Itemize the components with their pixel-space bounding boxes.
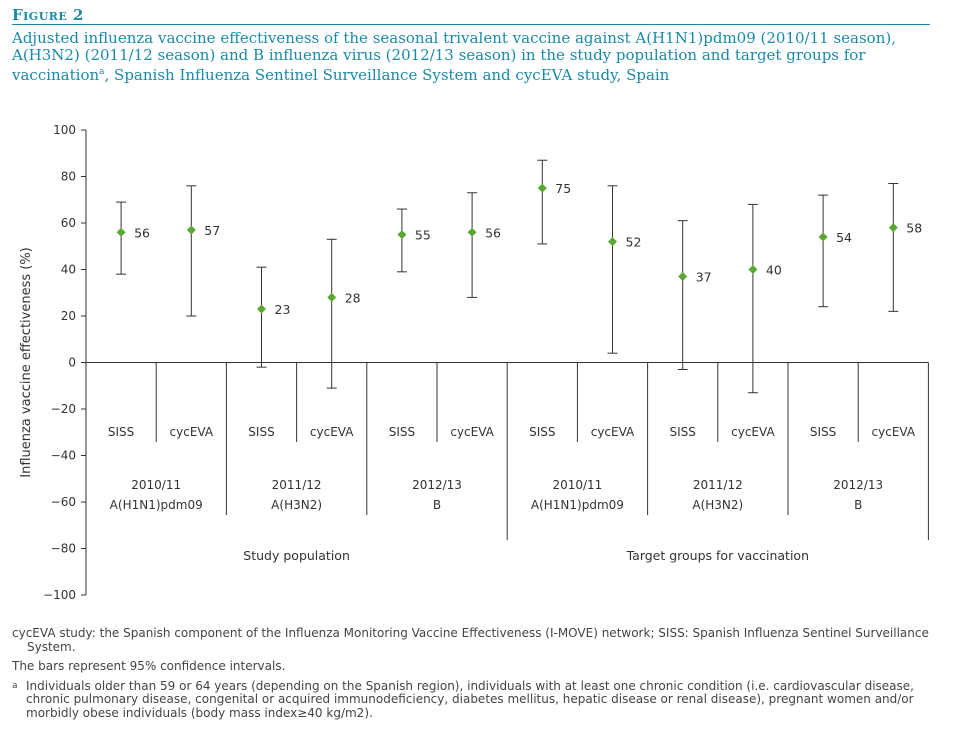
study-label: cycEVA [310, 425, 354, 439]
data-label: 37 [696, 269, 712, 284]
season-label: 2010/11 [552, 478, 602, 492]
title-tail: , Spanish Influenza Sentinel Surveillanc… [104, 66, 670, 84]
point-marker [257, 304, 266, 314]
virus-label: B [854, 498, 862, 512]
study-label: cycEVA [591, 425, 635, 439]
study-label: cycEVA [170, 425, 214, 439]
title-main: Adjusted influenza vaccine effectiveness… [12, 29, 896, 84]
study-label: SISS [529, 425, 555, 439]
point-marker [116, 227, 126, 237]
y-tick-label: −20 [51, 402, 76, 416]
data-label: 52 [626, 235, 642, 250]
point-marker [327, 292, 337, 302]
figure-notes: cycEVA study: the Spanish component of t… [12, 626, 942, 721]
point-marker [678, 271, 688, 281]
title-footnote-mark: a [99, 67, 105, 77]
point-marker [748, 265, 758, 274]
virus-label: A(H1N1)pdm09 [110, 498, 203, 512]
data-label: 57 [204, 223, 220, 238]
y-axis-label: Influenza vaccine effectiveness (%) [19, 247, 34, 478]
point-marker [608, 237, 617, 247]
point-marker [537, 183, 547, 193]
y-tick-label: −80 [51, 542, 76, 556]
abbreviations-note: cycEVA study: the Spanish component of t… [12, 626, 929, 654]
study-label: SISS [670, 425, 696, 439]
season-label: 2011/12 [272, 478, 322, 492]
study-label: SISS [108, 425, 134, 439]
study-label: SISS [248, 425, 274, 439]
bars-note: The bars represent 95% confidence interv… [12, 659, 286, 673]
data-label: 28 [345, 290, 361, 305]
point-marker [818, 232, 828, 242]
title-rule [12, 24, 930, 25]
y-tick-label: −40 [51, 449, 76, 463]
population-label: Target groups for vaccination [626, 548, 809, 563]
study-label: SISS [810, 425, 836, 439]
data-label: 58 [906, 221, 922, 236]
season-label: 2011/12 [693, 478, 743, 492]
effectiveness-chart: 100 80 60 40 20 0 −20 −40 −60 −80 −100 Influenza va… [19, 123, 929, 602]
footnote: a Individuals older than 59 or 64 years … [12, 678, 942, 721]
data-label: 75 [555, 181, 571, 196]
data-label: 40 [766, 263, 782, 278]
footnote-text: Individuals older than 59 or 64 years (d… [26, 678, 914, 720]
figure-title: Adjusted influenza vaccine effectiveness… [12, 30, 930, 84]
data-label: 56 [485, 225, 501, 240]
season-label: 2010/11 [131, 478, 181, 492]
season-label: 2012/13 [833, 478, 883, 492]
y-tick-label: −60 [51, 495, 76, 509]
season-label: 2012/13 [412, 478, 462, 492]
y-tick-label: 40 [61, 263, 76, 277]
y-tick-label: 100 [53, 123, 76, 137]
data-label: 55 [415, 228, 431, 243]
study-label: cycEVA [450, 425, 494, 439]
point-marker [467, 227, 477, 237]
study-label: cycEVA [731, 425, 775, 439]
point-marker [397, 230, 407, 240]
data-label: 23 [275, 302, 291, 317]
study-label: cycEVA [872, 425, 916, 439]
study-label: SISS [389, 425, 415, 439]
point-marker [888, 223, 898, 233]
virus-label: A(H3N2) [692, 498, 743, 512]
data-label: 54 [836, 230, 852, 245]
footnote-mark: a [12, 680, 18, 691]
population-label: Study population [243, 548, 350, 563]
virus-label: B [433, 498, 441, 512]
y-tick-label: 20 [61, 309, 76, 323]
y-tick-label: 0 [68, 356, 76, 370]
figure-label: Figure 2 [12, 6, 84, 24]
data-label: 56 [134, 225, 150, 240]
point-marker [186, 225, 196, 235]
virus-label: A(H3N2) [271, 498, 322, 512]
y-tick-label: 60 [61, 216, 76, 230]
virus-label: A(H1N1)pdm09 [531, 498, 624, 512]
y-tick-label: −100 [43, 588, 76, 602]
y-tick-label: 80 [61, 170, 76, 184]
